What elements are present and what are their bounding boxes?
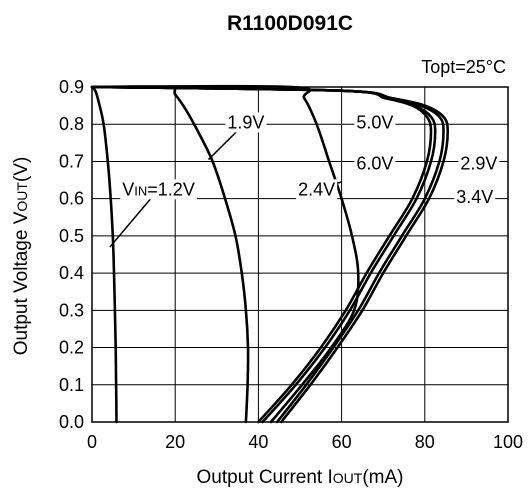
y-tick-label: 0.8 [59,114,84,134]
y-axis-label-sub: OUT [14,182,30,212]
chart-title: R1100D091C [227,12,353,35]
label-bg-2-4v [296,179,338,200]
y-tick-label: 0.3 [59,300,84,320]
y-axis-label-main: Output Voltage V [11,211,32,355]
curve-1-9v [90,85,250,424]
y-tick-labels: 0.0 0.1 0.2 0.3 0.4 0.5 0.6 0.7 0.8 0.9 [59,77,84,432]
x-tick-label: 60 [332,432,352,452]
x-axis-label-sub: OUT [333,470,363,486]
x-tick-label: 0 [87,432,97,452]
y-tick-label: 0.6 [59,189,84,209]
y-tick-label: 0.7 [59,151,84,171]
label-bg-2-9v [458,153,500,174]
temperature-annotation: Topt=25°C [421,57,506,77]
x-tick-label: 80 [415,432,435,452]
x-tick-labels: 0 20 40 60 80 100 [87,432,523,452]
x-axis-label-main: Output Current I [197,467,333,488]
label-bg-3-4v [454,186,496,207]
label-bg-6-0v [354,153,396,174]
curve-label-3-4v: 3.4V [456,187,493,207]
curve-2-4v [90,84,360,424]
curve-label-2-9v: 2.9V [460,153,497,173]
curve-labels: VIN=1.2V 1.9V 2.4V 5.0V 6.0V 2.9V 3.4V [109,112,500,248]
x-axis-label-tail: (mA) [362,467,403,488]
curve-label-vin-1-2v: VIN=1.2V [122,179,195,199]
y-tick-label: 0.0 [59,412,84,432]
y-tick-label: 0.2 [59,338,84,358]
curve-label-2-4v: 2.4V [298,179,335,199]
label-bg-1-9v [225,112,267,133]
curves [90,84,449,424]
label-bg-vin-1-2v [120,179,197,200]
x-tick-label: 20 [165,432,185,452]
curve-label-1-9v: 1.9V [227,112,264,132]
y-tick-label: 0.9 [59,77,84,97]
x-axis-label: Output Current IOUT(mA) [197,467,404,488]
curve-label-6-0v: 6.0V [356,153,393,173]
curve-5-0v [90,85,437,424]
curve-6-0v [90,85,433,424]
grid [91,86,509,423]
label-bg-5-0v [354,112,396,133]
y-axis-label: Output Voltage VOUT(V) [11,157,32,356]
curve-label-5-0v: 5.0V [356,112,393,132]
curve-vin-1-2v [90,85,118,424]
y-axis-label-tail: (V) [11,157,32,182]
curve-3-4v [90,85,449,424]
curve-2-9v [90,85,445,424]
plot-frame [91,86,509,423]
x-tick-label: 40 [248,432,268,452]
y-tick-label: 0.4 [59,263,84,283]
y-tick-label: 0.1 [59,375,84,395]
y-tick-label: 0.5 [59,226,84,246]
x-tick-label: 100 [493,432,523,452]
